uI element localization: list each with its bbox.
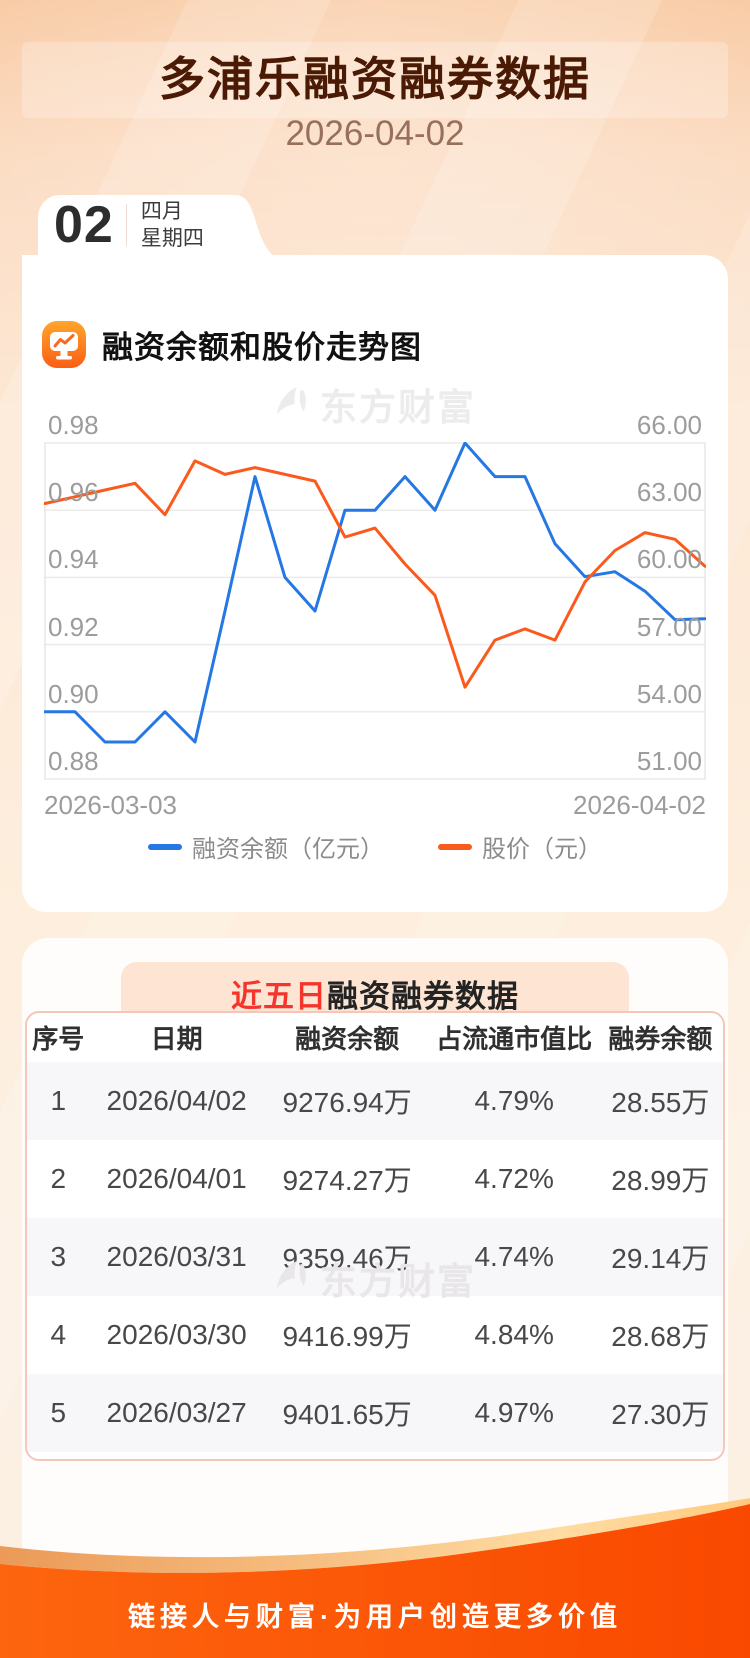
table-row: 3 2026/03/31 9359.46万 4.74% 29.14万 (27, 1218, 723, 1296)
footer-slogan: 链接人与财富·为用户创造更多价值 (128, 1602, 622, 1632)
chart-section-icon (42, 321, 86, 368)
date-card-day: 02 (54, 196, 114, 254)
legend-item-financing-balance: 融资余额（亿元） (148, 829, 384, 864)
eastmoney-logo-icon (276, 386, 306, 415)
footer-wave (0, 1498, 750, 1658)
watermark-text: 东方财富 (320, 387, 476, 428)
stock-price-line (44, 459, 706, 689)
table-header-cell: 占流通市值比 (436, 1024, 593, 1054)
legend-label: 融资余额（亿元） (192, 836, 384, 863)
footer: 链接人与财富·为用户创造更多价值 (0, 1490, 750, 1658)
legend-item-stock-price: 股价（元） (438, 829, 602, 864)
table-row: 5 2026/03/27 9401.65万 4.97% 27.30万 (27, 1374, 723, 1452)
title-highlight-band (22, 42, 728, 118)
date-card: 02 四月 星期四 (38, 195, 225, 255)
table-cell: 2026/03/27 (106, 1397, 247, 1428)
page-date: 2026-04-02 (285, 114, 465, 153)
table-cell: 27.30万 (611, 1399, 710, 1430)
data-table: 序号 日期 融资余额 占流通市值比 融券余额 1 2026/04/02 9276.94万 4.7… (27, 1013, 723, 1452)
page-title: 多浦乐融资融券数据 (159, 53, 591, 105)
x-axis-label-end: 2026-04-02 (573, 790, 706, 820)
table-cell: 9274.27万 (282, 1165, 412, 1196)
left-axis-tick-label: 0.92 (48, 611, 99, 642)
table-section: 近五日融资融券数据 序号 日期 融资余额 占流通市值比 融券余额 1 2026/04/02 9… (22, 938, 728, 1580)
right-axis-tick-label: 57.00 (636, 611, 702, 642)
left-axis-tick-label: 0.90 (48, 678, 99, 709)
data-table-card: 序号 日期 融资余额 占流通市值比 融券余额 1 2026/04/02 9276.94万 4.7… (25, 1011, 725, 1461)
table-cell: 4 (50, 1319, 67, 1350)
legend-swatch (148, 843, 182, 850)
right-axis-tick-label: 60.00 (636, 544, 702, 575)
chart-watermark: 东方财富 (274, 377, 476, 431)
table-cell: 4.97% (474, 1397, 554, 1428)
table-header-cell: 融资余额 (295, 1024, 400, 1054)
financing-balance-line (44, 442, 706, 744)
chart-section-title: 融资余额和股价走势图 (102, 330, 422, 365)
date-card-curve (225, 195, 273, 255)
table-cell: 3 (50, 1241, 67, 1272)
left-axis-tick-label: 0.96 (48, 477, 99, 508)
table-cell: 9416.99万 (282, 1321, 412, 1352)
date-card-divider (125, 204, 127, 246)
table-cell: 9401.65万 (282, 1399, 412, 1430)
table-cell: 28.99万 (611, 1165, 710, 1196)
chart-card: 融资余额和股价走势图 东方财富 0.98 0.96 0.94 0.92 0.90 0.88… (22, 255, 728, 912)
table-header-cell: 融券余额 (608, 1024, 713, 1054)
legend-label: 股价（元） (482, 836, 602, 863)
table-cell: 4.74% (474, 1241, 554, 1272)
line-chart-plot (44, 442, 706, 780)
legend-swatch (438, 843, 472, 850)
table-row: 4 2026/03/30 9416.99万 4.84% 28.68万 (27, 1296, 723, 1374)
table-cell: 2026/04/02 (106, 1085, 247, 1116)
table-row: 1 2026/04/02 9276.94万 4.79% 28.55万 (27, 1062, 723, 1140)
table-cell: 4.72% (474, 1163, 554, 1194)
table-cell: 1 (50, 1085, 67, 1116)
table-cell: 2 (50, 1163, 67, 1194)
right-axis-tick-label: 63.00 (636, 477, 702, 508)
table-row: 2 2026/04/01 9274.27万 4.72% 28.99万 (27, 1140, 723, 1218)
table-cell: 28.68万 (611, 1321, 710, 1352)
left-axis-tick-label: 0.98 (48, 410, 99, 440)
date-card-month: 四月 (140, 199, 183, 223)
banner-rest-text: 融资融券数据 (327, 979, 519, 1014)
chart-legend: 融资余额（亿元） 股价（元） (22, 829, 728, 864)
left-axis-tick-label: 0.88 (48, 746, 99, 776)
table-cell: 5 (50, 1397, 67, 1428)
table-cell: 9359.46万 (282, 1243, 412, 1274)
table-header-cell: 序号 (32, 1024, 85, 1054)
table-cell: 2026/04/01 (106, 1163, 247, 1194)
x-axis-label-start: 2026-03-03 (44, 790, 177, 820)
date-card-weekday: 星期四 (140, 226, 204, 250)
table-cell: 9276.94万 (282, 1087, 412, 1118)
table-cell: 4.79% (474, 1085, 554, 1116)
table-cell: 28.55万 (611, 1087, 710, 1118)
table-cell: 2026/03/30 (106, 1319, 247, 1350)
left-axis-tick-label: 0.94 (48, 544, 99, 575)
table-cell: 2026/03/31 (106, 1241, 247, 1272)
banner-highlight-text: 近五日 (231, 979, 327, 1014)
right-axis-tick-label: 51.00 (636, 746, 702, 776)
table-cell: 29.14万 (611, 1243, 710, 1274)
table-cell: 4.84% (474, 1319, 554, 1350)
right-axis-tick-label: 54.00 (636, 678, 702, 709)
table-header-cell: 日期 (150, 1024, 203, 1054)
table-header-row: 序号 日期 融资余额 占流通市值比 融券余额 (27, 1013, 723, 1062)
right-axis-tick-label: 66.00 (636, 410, 702, 440)
